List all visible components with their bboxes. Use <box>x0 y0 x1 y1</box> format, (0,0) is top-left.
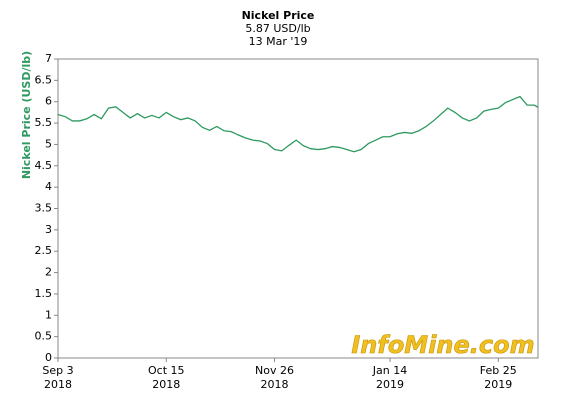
x-tick-label: Sep 3 <box>42 364 73 377</box>
y-tick-label: 2.5 <box>35 244 53 257</box>
x-tick-label: Jan 14 <box>372 364 407 377</box>
plot-frame <box>57 58 539 359</box>
x-tick-label: Nov 26 <box>255 364 294 377</box>
y-tick-label: 1 <box>45 308 52 321</box>
y-tick-label: 4.5 <box>35 159 53 172</box>
y-tick-label: 3.5 <box>35 202 53 215</box>
chart-title: Nickel Price <box>242 9 315 22</box>
y-tick-label: 5 <box>45 137 52 150</box>
watermark: InfoMine.com <box>351 331 534 359</box>
y-tick-label: 0.5 <box>35 330 53 343</box>
chart-subtitle: 5.87 USD/lb <box>245 22 310 35</box>
y-tick-label: 3 <box>45 223 52 236</box>
y-tick-label: 6 <box>45 95 52 108</box>
y-tick-label: 2 <box>45 266 52 279</box>
y-tick-label: 5.5 <box>35 116 53 129</box>
x-tick-label: Oct 15 <box>148 364 185 377</box>
y-tick-label: 6.5 <box>35 73 53 86</box>
x-tick-label: Feb 25 <box>480 364 517 377</box>
price-line <box>57 95 539 153</box>
y-tick-label: 1.5 <box>35 287 53 300</box>
x-tick-year: 2019 <box>376 378 404 391</box>
x-tick-year: 2018 <box>44 378 72 391</box>
x-tick-year: 2019 <box>484 378 512 391</box>
x-tick-year: 2018 <box>261 378 289 391</box>
y-tick-label: 4 <box>45 180 52 193</box>
y-tick-label: 7 <box>45 52 52 65</box>
x-tick-year: 2018 <box>152 378 180 391</box>
date-label: 13 Mar '19 <box>249 35 308 48</box>
y-tick-label: 0 <box>45 351 52 364</box>
y-axis-label: Nickel Price (USD/lb) <box>20 51 33 179</box>
